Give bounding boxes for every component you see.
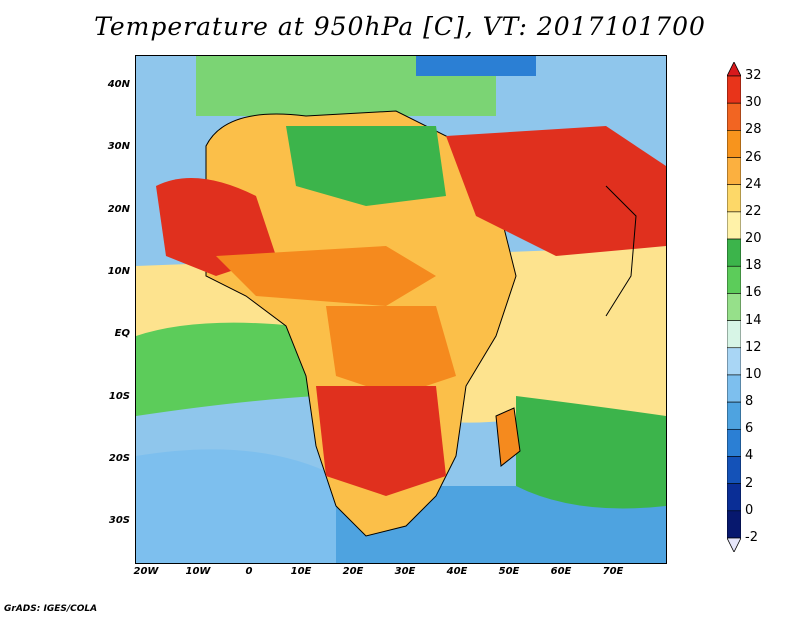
colorbar-segment: [727, 293, 741, 321]
colorbar-label: 26: [745, 149, 762, 165]
lon-label-70e: 70E: [602, 566, 624, 577]
lat-label-eq: EQ: [114, 328, 130, 339]
colorbar-segment: [727, 102, 741, 131]
lon-label-60e: 60E: [550, 566, 572, 577]
colorbar-label: 2: [745, 475, 754, 491]
colorbar-under-triangle: [727, 537, 741, 552]
map-canvas: [136, 56, 666, 563]
lon-label-20w: 20W: [133, 566, 159, 577]
colorbar-segment: [727, 428, 741, 457]
colorbar-label: 32: [745, 68, 762, 83]
lat-label-30n: 30N: [107, 141, 130, 152]
colorbar-segment: [727, 401, 741, 430]
lat-label-30s: 30S: [108, 515, 130, 526]
colorbar-label: 20: [745, 231, 762, 247]
colorbar-segment: [727, 265, 741, 294]
india-coastline: [605, 185, 637, 317]
south-atlantic-cool: [136, 449, 336, 563]
colorbar-label: 16: [745, 285, 762, 301]
colorbar-segment: [727, 211, 741, 240]
colorbar-label: 18: [745, 258, 762, 274]
colorbar-label: 8: [745, 394, 754, 410]
lat-label-10s: 10S: [108, 391, 130, 402]
lon-label-50e: 50E: [498, 566, 520, 577]
sahara-green-zone: [286, 126, 446, 206]
temperature-map: [135, 55, 667, 564]
lon-label-40e: 40E: [446, 566, 468, 577]
colorbar-label: 12: [745, 339, 762, 355]
lon-label-10w: 10W: [185, 566, 211, 577]
colorbar-segment: [727, 130, 741, 158]
colorbar-label: 4: [745, 448, 754, 464]
lat-label-10n: 10N: [107, 266, 130, 277]
colorbar-segment: [727, 75, 741, 104]
lat-label-20n: 20N: [107, 204, 130, 215]
colorbar-segment: [727, 483, 741, 512]
colorbar-label: 10: [745, 366, 762, 382]
colorbar-label: 24: [745, 176, 762, 192]
southern-africa-hot: [316, 386, 446, 496]
colorbar-segment: [727, 510, 741, 539]
colorbar-label: 22: [745, 203, 762, 219]
colorbar-label: 14: [745, 312, 762, 328]
central-africa-warm: [326, 306, 456, 396]
colorbar-segment: [727, 374, 741, 403]
sahel-warm: [216, 246, 436, 306]
colorbar-segment: [727, 347, 741, 376]
colorbar: [727, 62, 741, 552]
lon-label-20e: 20E: [342, 566, 364, 577]
colorbar-label: -2: [745, 530, 758, 545]
colorbar-segment: [727, 320, 741, 349]
chart-title: Temperature at 950hPa [C], VT: 201710170…: [94, 12, 706, 41]
lat-label-40n: 40N: [107, 79, 130, 90]
indian-ocean-green: [516, 396, 666, 509]
madagascar: [495, 407, 521, 467]
colorbar-label: 0: [745, 502, 754, 518]
lon-label-0: 0: [245, 566, 253, 577]
colorbar-segment: [727, 184, 741, 213]
northeast-cold: [416, 56, 536, 76]
west-africa-hot: [156, 178, 276, 276]
colorbar-segment: [727, 157, 741, 186]
colorbar-label: 6: [745, 421, 754, 437]
colorbar-over-triangle: [727, 62, 741, 77]
lon-label-10e: 10E: [290, 566, 312, 577]
atlantic-green-band: [136, 322, 316, 416]
footer-credit: GrADS: IGES/COLA: [4, 604, 98, 614]
colorbar-label: 28: [745, 122, 762, 138]
colorbar-segment: [727, 238, 741, 267]
lon-label-30e: 30E: [394, 566, 416, 577]
colorbar-segment: [727, 456, 741, 484]
lat-label-20s: 20S: [108, 453, 130, 464]
arabia-hot: [446, 126, 666, 256]
colorbar-label: 30: [745, 95, 762, 111]
